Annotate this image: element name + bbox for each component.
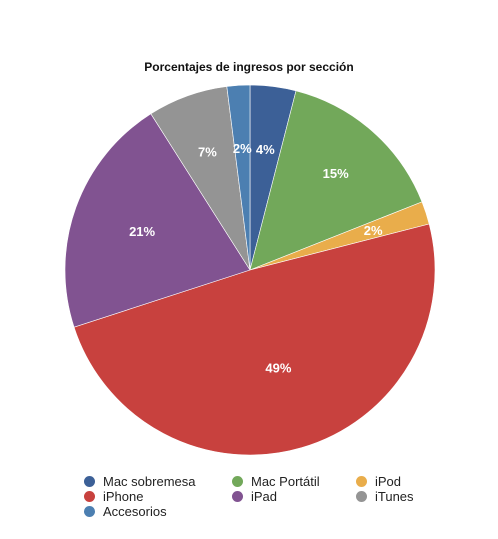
legend-label: Accesorios xyxy=(103,503,167,519)
pie-slice-accesorios xyxy=(226,84,251,271)
slice-label-mac-port-til: 15% xyxy=(323,166,349,181)
legend-label: Mac Portátil xyxy=(251,473,320,489)
pie-slice-ipad xyxy=(64,113,251,328)
legend-swatch xyxy=(356,490,367,502)
pie-slice-iphone xyxy=(73,223,436,456)
legend-label: iPad xyxy=(251,488,278,504)
slice-label-ipod: 2% xyxy=(364,223,383,238)
legend-swatch xyxy=(84,475,95,487)
pie-slice-mac-port-til xyxy=(249,90,423,271)
legend-item: iPad xyxy=(232,488,277,504)
legend-item: Mac sobremesa xyxy=(84,473,195,489)
legend-swatch xyxy=(84,505,95,517)
slice-label-mac-sobremesa: 4% xyxy=(256,142,275,157)
legend-label: iPod xyxy=(375,473,402,489)
legend-swatch xyxy=(356,475,367,487)
slice-label-ipad: 21% xyxy=(129,224,155,239)
legend-swatch xyxy=(84,490,95,502)
legend-label: iPhone xyxy=(103,488,144,504)
slice-label-iphone: 49% xyxy=(265,361,291,376)
legend-item: Accesorios xyxy=(84,503,167,519)
slice-label-accesorios: 2% xyxy=(233,141,252,156)
legend-item: iPhone xyxy=(84,488,143,504)
legend-label: Mac sobremesa xyxy=(103,473,196,489)
legend-item: iPod xyxy=(356,473,401,489)
legend-label: iTunes xyxy=(375,488,414,504)
legend-swatch xyxy=(232,475,243,487)
pie-chart: 4% 15% 2% 49% 21% 7% 2% xyxy=(64,84,436,456)
legend-item: iTunes xyxy=(356,488,414,504)
slice-label-itunes: 7% xyxy=(198,145,217,160)
legend-swatch xyxy=(232,490,243,502)
legend-item: Mac Portátil xyxy=(232,473,320,489)
chart-title: Porcentajes de ingresos por sección xyxy=(144,60,354,74)
